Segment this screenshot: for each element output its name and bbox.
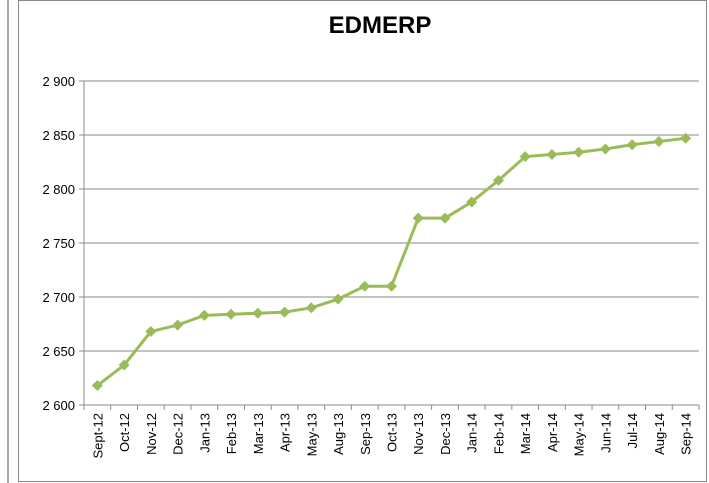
x-tick-label: Jan-14 (465, 413, 480, 453)
y-tick-label: 2 850 (42, 128, 75, 143)
data-marker (91, 380, 103, 392)
chart-frame (18, 0, 707, 482)
data-marker (519, 151, 531, 163)
x-tick-label: Sep-14 (679, 413, 694, 455)
y-tick-label: 2 700 (42, 290, 75, 305)
data-marker (626, 139, 638, 151)
data-marker (305, 302, 317, 314)
data-marker (680, 132, 692, 144)
data-marker (573, 146, 585, 158)
x-tick-label: Feb-14 (491, 413, 506, 454)
x-tick-label: Apr-13 (278, 413, 293, 452)
x-tick-label: Jan-13 (197, 413, 212, 453)
x-tick-label: Jul-14 (625, 413, 640, 448)
data-marker (653, 135, 665, 147)
data-marker (172, 319, 184, 331)
y-tick-label: 2 600 (42, 398, 75, 413)
x-tick-label: Dec-12 (171, 413, 186, 455)
data-marker (279, 306, 291, 318)
x-tick-label: May-13 (304, 413, 319, 456)
x-tick-label: Oct-13 (385, 413, 400, 452)
x-tick-label: Apr-14 (545, 413, 560, 452)
data-marker (466, 196, 478, 208)
x-tick-label: Feb-13 (224, 413, 239, 454)
data-marker (599, 143, 611, 155)
x-tick-label: Sept-12 (90, 413, 105, 459)
data-marker (252, 307, 264, 319)
x-tick-label: Aug-13 (331, 413, 346, 455)
y-tick-label: 2 900 (42, 74, 75, 89)
data-marker (332, 293, 344, 305)
y-tick-label: 2 750 (42, 236, 75, 251)
y-tick-label: 2 650 (42, 344, 75, 359)
data-marker (225, 308, 237, 320)
data-marker (386, 280, 397, 292)
data-marker (492, 174, 504, 186)
data-marker (359, 280, 371, 292)
x-tick-label: Mar-13 (251, 413, 266, 454)
x-tick-label: Nov-12 (144, 413, 159, 455)
chart-title: EDMERP (329, 12, 432, 39)
x-tick-label: Oct-12 (117, 413, 132, 452)
data-marker (118, 359, 130, 371)
data-marker (412, 212, 424, 224)
data-marker (145, 326, 157, 338)
y-tick-label: 2 800 (42, 182, 75, 197)
x-tick-label: Dec-13 (438, 413, 453, 455)
x-tick-label: Mar-14 (518, 413, 533, 454)
x-tick-label: Aug-14 (652, 413, 667, 455)
x-tick-label: Sep-13 (358, 413, 373, 455)
data-marker (439, 212, 451, 224)
data-marker (198, 309, 210, 321)
x-tick-label: Nov-13 (411, 413, 426, 455)
data-marker (546, 148, 558, 160)
x-tick-label: Jun-14 (598, 413, 613, 453)
x-tick-label: May-14 (572, 413, 587, 456)
